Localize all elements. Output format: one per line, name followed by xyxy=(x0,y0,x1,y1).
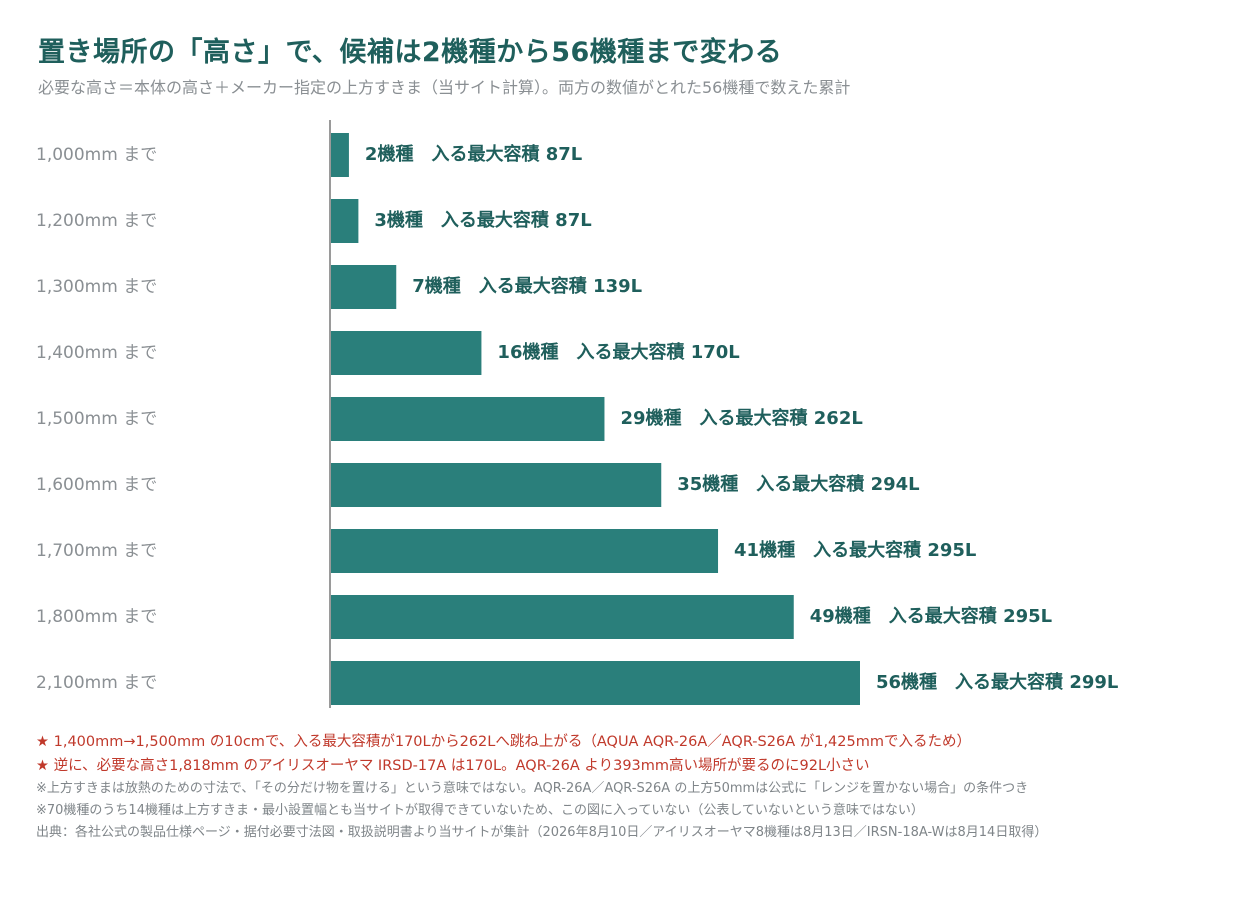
category-label: 1,600mm まで xyxy=(36,475,157,495)
note-1: ※上方すきまは放熱のための寸法で、「その分だけ物を置ける」という意味ではない。A… xyxy=(36,781,1029,796)
bar xyxy=(330,529,719,573)
category-label: 2,100mm まで xyxy=(36,673,157,693)
category-label: 1,500mm まで xyxy=(36,409,157,429)
note-star-1: ★ 1,400mm→1,500mm の10cmで、入る最大容積が170Lから26… xyxy=(36,734,971,750)
bar xyxy=(330,199,359,243)
bar xyxy=(330,397,605,441)
bar xyxy=(330,133,349,177)
data-label: 56機種 入る最大容積 299L xyxy=(876,671,1118,693)
note-2: ※70機種のうち14機種は上方すきま・最小設置幅とも当サイトが取得できていないた… xyxy=(36,803,924,818)
category-label: 1,000mm まで xyxy=(36,145,157,165)
data-label: 29機種 入る最大容積 262L xyxy=(620,407,862,429)
category-label: 1,700mm まで xyxy=(36,541,157,561)
data-label: 41機種 入る最大容積 295L xyxy=(734,539,976,561)
category-label: 1,300mm まで xyxy=(36,277,157,297)
category-label: 1,400mm まで xyxy=(36,343,157,363)
bar xyxy=(330,331,482,375)
category-label: 1,800mm まで xyxy=(36,607,157,627)
notes: ★ 1,400mm→1,500mm の10cmで、入る最大容積が170Lから26… xyxy=(36,735,1216,848)
bar xyxy=(330,595,794,639)
data-label: 16機種 入る最大容積 170L xyxy=(497,341,739,363)
data-label: 2機種 入る最大容積 87L xyxy=(365,143,582,165)
category-label: 1,200mm まで xyxy=(36,211,157,231)
data-label: 3機種 入る最大容積 87L xyxy=(374,209,591,231)
data-label: 7機種 入る最大容積 139L xyxy=(412,275,642,297)
note-star-2: ★ 逆に、必要な高さ1,818mm のアイリスオーヤマ IRSD-17A は17… xyxy=(36,757,870,774)
chart-subtitle: 必要な高さ＝本体の高さ＋メーカー指定の上方すきま（当サイト計算）。両方の数値がと… xyxy=(38,78,851,97)
bar xyxy=(330,661,860,705)
data-label: 35機種 入る最大容積 294L xyxy=(677,473,919,495)
source-note: 出典：各社公式の製品仕様ページ・据付必要寸法図・取扱説明書より当サイトが集計（2… xyxy=(36,825,1048,840)
chart-title: 置き場所の「高さ」で、候補は2機種から56機種まで変わる xyxy=(38,37,783,68)
bar xyxy=(330,463,662,507)
data-label: 49機種 入る最大容積 295L xyxy=(810,605,1052,627)
bar xyxy=(330,265,397,309)
bar-chart: 1,000mm まで 2機種 入る最大容積 87L 1,200mm まで 3機種 入る… xyxy=(36,120,1118,708)
